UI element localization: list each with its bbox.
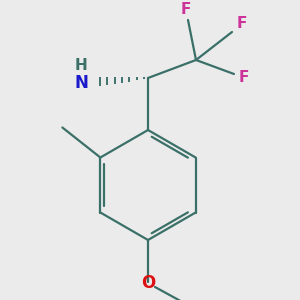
Text: F: F xyxy=(181,2,191,17)
Text: O: O xyxy=(141,274,155,292)
Text: H: H xyxy=(75,58,87,73)
Text: N: N xyxy=(74,74,88,92)
Text: F: F xyxy=(239,70,249,86)
Text: F: F xyxy=(237,16,247,32)
